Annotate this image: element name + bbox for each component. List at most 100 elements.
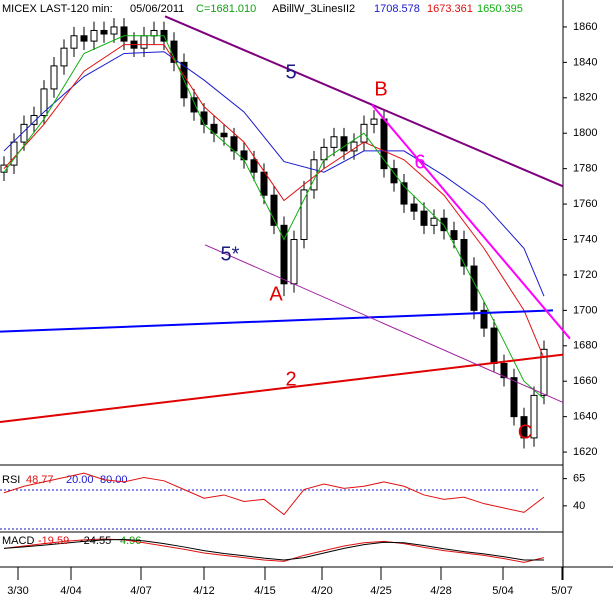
candle-body bbox=[110, 26, 118, 35]
candle-body bbox=[520, 416, 528, 439]
x-tick-label: 4/20 bbox=[311, 585, 332, 597]
trend-line bbox=[0, 309, 554, 333]
annotation: 2 bbox=[285, 368, 296, 390]
x-tick-label: 5/04 bbox=[492, 585, 513, 597]
close-label: C=1681.010 bbox=[196, 3, 256, 15]
indicator-line bbox=[3, 472, 545, 516]
candle-body bbox=[140, 35, 148, 49]
y-tick-label: 1700 bbox=[573, 304, 597, 316]
candle-body bbox=[450, 230, 458, 240]
candle-body bbox=[60, 47, 68, 67]
candle-body bbox=[500, 362, 508, 379]
y-tick-label: 1620 bbox=[573, 446, 597, 458]
legend-value: 48.77 bbox=[26, 474, 54, 486]
trend-line bbox=[164, 15, 564, 188]
candle-body bbox=[290, 238, 298, 285]
y-tick-label: 1840 bbox=[573, 56, 597, 68]
annotation: C bbox=[518, 421, 532, 443]
candle-body bbox=[20, 123, 28, 143]
macd-title: MACD bbox=[2, 535, 34, 547]
candle-body bbox=[200, 111, 208, 125]
date: 05/06/2011 bbox=[130, 3, 184, 15]
candle-body bbox=[260, 171, 268, 196]
rsi-band-label: 80.00 bbox=[100, 474, 128, 486]
rsi-title: RSI bbox=[2, 474, 20, 486]
candle-body bbox=[340, 136, 348, 152]
candle-body bbox=[80, 35, 88, 42]
candle-body bbox=[280, 224, 288, 285]
candle-body bbox=[300, 189, 308, 240]
y-tick-label: 40 bbox=[573, 500, 585, 512]
x-tick-label: 4/28 bbox=[430, 585, 451, 597]
candle-body bbox=[30, 114, 38, 125]
candle-body bbox=[460, 238, 468, 267]
legend-value: 1673.361 bbox=[427, 3, 473, 15]
y-tick-label: 1740 bbox=[573, 233, 597, 245]
candle-body bbox=[410, 203, 418, 212]
candle-body bbox=[250, 159, 258, 173]
annotation: A bbox=[269, 283, 283, 305]
y-tick-label: 1860 bbox=[573, 21, 597, 33]
y-tick-label: 1720 bbox=[573, 269, 597, 281]
y-tick-label: 1800 bbox=[573, 127, 597, 139]
candle-body bbox=[490, 327, 498, 364]
trend-line bbox=[204, 244, 564, 403]
indicator-line bbox=[3, 538, 545, 563]
y-tick-label: 1660 bbox=[573, 375, 597, 387]
indicator-line bbox=[3, 538, 544, 561]
candle-body bbox=[270, 194, 278, 226]
moving-average bbox=[3, 35, 545, 400]
x-tick-label: 4/04 bbox=[60, 585, 81, 597]
candle-body bbox=[90, 29, 98, 42]
annotation: 6 bbox=[414, 151, 425, 173]
moving-average bbox=[3, 44, 545, 359]
candle-body bbox=[420, 210, 428, 226]
indicator: ABillW_3LinesII2 bbox=[272, 3, 355, 15]
x-tick-label: 4/25 bbox=[370, 585, 391, 597]
x-tick-label: 4/12 bbox=[193, 585, 214, 597]
x-tick-label: 5/07 bbox=[551, 585, 572, 597]
candle-body bbox=[70, 35, 78, 49]
y-tick-label: 1760 bbox=[573, 198, 597, 210]
legend-value: -24.55 bbox=[80, 535, 111, 547]
candle-body bbox=[120, 26, 128, 42]
annotation: 5 bbox=[285, 61, 296, 83]
candle-body bbox=[150, 29, 158, 37]
candle-body bbox=[530, 394, 538, 439]
annotation: 5* bbox=[221, 243, 240, 265]
candle-body bbox=[440, 217, 448, 232]
y-tick-label: 1820 bbox=[573, 92, 597, 104]
candle-body bbox=[330, 136, 338, 148]
candle-body bbox=[190, 97, 198, 113]
legend-value: 1650.395 bbox=[477, 3, 523, 15]
candle-body bbox=[370, 118, 378, 125]
candle-body bbox=[40, 88, 48, 116]
candle-body bbox=[220, 132, 228, 138]
candle-body bbox=[540, 348, 548, 396]
candle-body bbox=[100, 29, 108, 35]
x-tick-label: 4/15 bbox=[254, 585, 275, 597]
candle-body bbox=[470, 265, 478, 311]
y-tick-label: 1780 bbox=[573, 163, 597, 175]
candle-body bbox=[400, 182, 408, 205]
moving-average bbox=[3, 51, 545, 297]
x-tick-label: 3/30 bbox=[7, 585, 28, 597]
y-tick-label: 1680 bbox=[573, 340, 597, 352]
candle-body bbox=[510, 377, 518, 418]
legend-value: 1708.578 bbox=[374, 3, 420, 15]
x-tick-label: 4/07 bbox=[130, 585, 151, 597]
candle-body bbox=[390, 168, 398, 184]
legend-value: -19.59 bbox=[38, 535, 69, 547]
y-tick-label: 1640 bbox=[573, 411, 597, 423]
title: MICEX LAST-120 min: bbox=[2, 3, 113, 15]
annotation: B bbox=[374, 78, 387, 100]
trend-line bbox=[0, 353, 564, 423]
candle-body bbox=[50, 65, 58, 90]
y-tick-label: 65 bbox=[573, 473, 585, 485]
candle-body bbox=[430, 217, 438, 226]
rsi-band-label: 20.00 bbox=[66, 474, 94, 486]
trend-line bbox=[371, 104, 571, 340]
candle-body bbox=[380, 118, 388, 170]
